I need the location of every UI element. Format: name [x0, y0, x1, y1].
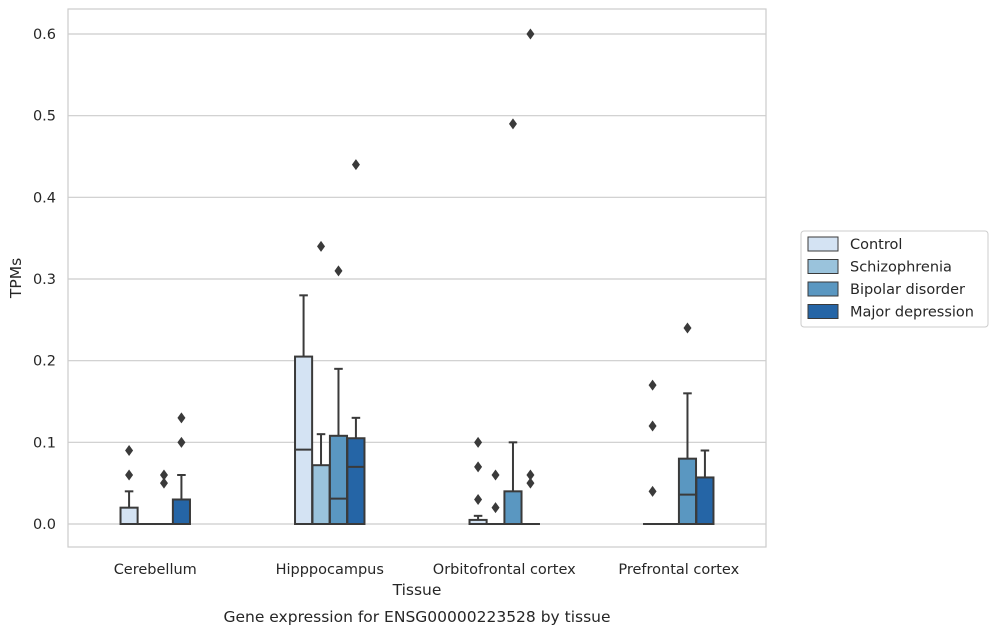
box-body — [695, 476, 715, 526]
x-tick-label: Cerebellum — [114, 562, 197, 578]
outlier-point — [648, 485, 657, 497]
outlier-point — [474, 436, 483, 448]
y-tick-label: 0.1 — [33, 435, 56, 451]
box-group — [294, 294, 314, 526]
outlier-point — [474, 461, 483, 473]
y-axis-title: TPMs — [7, 258, 25, 299]
y-tick-label: 0.3 — [33, 272, 56, 288]
outlier-point — [177, 412, 186, 424]
box-group — [119, 445, 139, 525]
box-group — [171, 412, 191, 525]
legend-label: Major depression — [850, 305, 974, 321]
box-body — [328, 434, 349, 525]
box-body — [294, 355, 314, 526]
x-axis-title: Tissue — [392, 581, 442, 599]
legend-label: Bipolar disorder — [850, 282, 965, 298]
box-body — [119, 506, 139, 525]
box-group — [643, 379, 663, 526]
box-body — [171, 498, 191, 525]
y-tick-label: 0.2 — [33, 354, 56, 370]
plot-area — [67, 8, 767, 548]
outlier-point — [526, 477, 535, 489]
legend-label: Control — [850, 237, 902, 253]
outlier-point — [526, 28, 535, 40]
x-tick-label: Hipppocampus — [276, 562, 384, 578]
box-group — [468, 436, 488, 526]
box-body — [346, 437, 366, 525]
outlier-point — [159, 477, 168, 489]
y-tick-label: 0.5 — [33, 109, 56, 125]
legend-frame — [800, 230, 989, 328]
outlier-point — [648, 420, 657, 432]
box-group — [311, 240, 331, 526]
x-tick-label: Orbitofrontal cortex — [433, 562, 576, 578]
legend-swatch — [807, 281, 839, 297]
box-group — [503, 118, 523, 526]
outlier-point — [177, 436, 186, 448]
outlier-point — [159, 469, 168, 481]
y-tick-label: 0.6 — [33, 27, 56, 43]
box-group — [154, 469, 174, 526]
legend-label: Schizophrenia — [850, 260, 952, 276]
outlier-point — [683, 322, 692, 334]
legend-swatch — [807, 304, 839, 319]
outlier-point — [125, 469, 134, 481]
x-tick-labels: Cerebellum Hipppocampus Orbitofrontal cort… — [114, 562, 740, 578]
chart-caption: Gene expression for ENSG00000223528 by t… — [223, 608, 610, 626]
box-body — [677, 457, 698, 525]
y-tick-labels: 0.0 0.1 0.2 0.3 0.4 0.5 0.6 — [33, 27, 56, 533]
outlier-point — [491, 502, 500, 514]
legend-swatch — [807, 259, 839, 274]
x-tick-label: Prefrontal cortex — [618, 562, 739, 578]
y-tick-label: 0.4 — [33, 190, 56, 206]
box-group — [695, 449, 715, 526]
y-tick-label: 0.0 — [33, 517, 56, 533]
legend-swatch — [807, 236, 839, 252]
outlier-point — [526, 469, 535, 481]
outlier-point — [334, 265, 343, 277]
boxes-layer — [119, 28, 715, 526]
box-group — [520, 28, 540, 526]
outlier-point — [351, 159, 360, 171]
outlier-point — [125, 445, 134, 456]
box-group — [328, 265, 349, 525]
box-body — [503, 490, 523, 526]
outlier-point — [474, 494, 483, 505]
box-group — [346, 159, 366, 525]
box-body — [311, 464, 331, 526]
outlier-point — [508, 118, 517, 130]
legend: Control Schizophrenia Bipolar disorder Majo… — [800, 230, 989, 328]
outlier-point — [491, 469, 500, 481]
outlier-point — [317, 240, 326, 252]
outlier-point — [648, 379, 657, 391]
